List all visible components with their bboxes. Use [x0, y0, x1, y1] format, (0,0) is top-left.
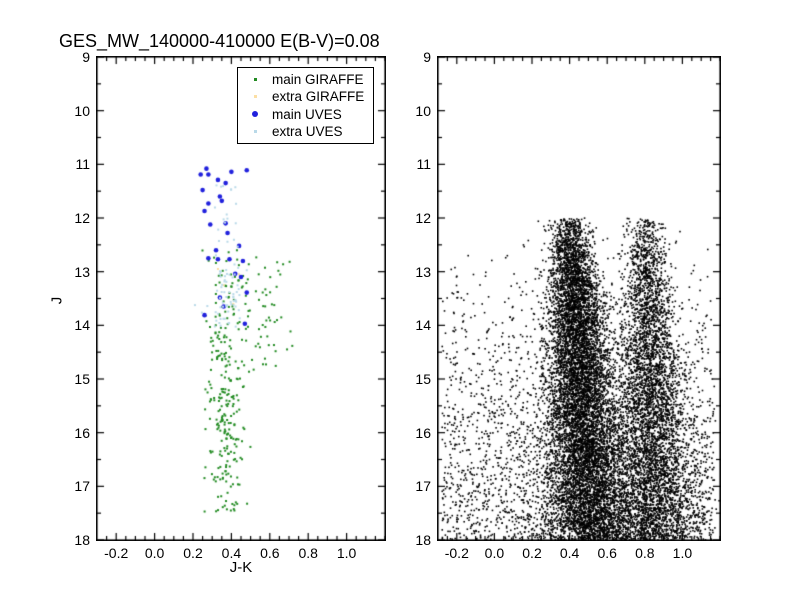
x-tick-label: 0.0 [144, 545, 165, 561]
y-tick-label: 17 [74, 478, 90, 495]
legend-entry-extra-giraffe: extra GIRAFFE [238, 89, 373, 104]
x-tick-label: 0.8 [635, 545, 655, 561]
y-tick-label: 12 [415, 210, 431, 226]
y-tick-label: 10 [415, 102, 431, 119]
main-giraffe-marker-icon [238, 78, 272, 82]
x-tick-label: -0.2 [104, 545, 129, 561]
y-tick-label: 16 [74, 424, 90, 441]
legend-entry-extra-uves: extra UVES [238, 124, 373, 139]
legend-entry-main-uves: main UVES [238, 107, 373, 122]
legend-label: main GIRAFFE [272, 72, 364, 88]
y-tick-label: 9 [423, 49, 431, 65]
legend: main GIRAFFE extra GIRAFFE main UVES extra … [237, 67, 374, 144]
x-tick-label: 0.4 [559, 545, 580, 561]
y-tick-label: 18 [415, 532, 431, 548]
x-tick-label: 0.2 [522, 545, 542, 561]
legend-label: main UVES [272, 106, 342, 122]
x-tick-label: 0.6 [260, 545, 280, 561]
y-tick-label: 9 [82, 49, 90, 65]
y-tick-label: 16 [415, 424, 431, 441]
y-tick-label: 14 [415, 317, 431, 334]
y-tick-label: 13 [415, 263, 431, 280]
x-tick-label: 0.4 [221, 545, 242, 561]
x-tick-label: 0.0 [484, 545, 505, 561]
y-tick-label: 17 [415, 478, 431, 495]
y-tick-label: 12 [74, 210, 90, 226]
x-tick-label: 0.6 [597, 545, 617, 561]
y-tick-label: 13 [74, 263, 90, 280]
x-tick-label: 0.2 [183, 545, 203, 561]
main-uves-marker-icon [238, 111, 272, 118]
x-tick-label: -0.2 [444, 545, 469, 561]
extra-uves-marker-icon [238, 129, 272, 133]
legend-entry-main-giraffe: main GIRAFFE [238, 72, 373, 87]
x-tick-label: 0.8 [298, 545, 318, 561]
y-tick-label: 15 [74, 371, 90, 387]
extra-giraffe-marker-icon [238, 95, 272, 99]
y-tick-label: 10 [74, 102, 90, 119]
legend-label: extra UVES [272, 123, 343, 139]
right-scatter-panel [437, 56, 721, 541]
y-tick-label: 11 [416, 156, 431, 173]
y-tick-label: 14 [74, 317, 90, 334]
x-axis-label: J-K [229, 559, 253, 576]
y-tick-label: 18 [74, 532, 90, 548]
x-tick-label: 1.0 [672, 545, 693, 561]
y-tick-label: 11 [75, 156, 90, 173]
chart-title: GES_MW_140000-410000 E(B-V)=0.08 [59, 31, 380, 51]
y-axis-label: J [48, 296, 66, 305]
legend-label: extra GIRAFFE [272, 89, 365, 105]
y-tick-label: 15 [415, 371, 431, 387]
x-tick-label: 1.0 [336, 545, 357, 561]
